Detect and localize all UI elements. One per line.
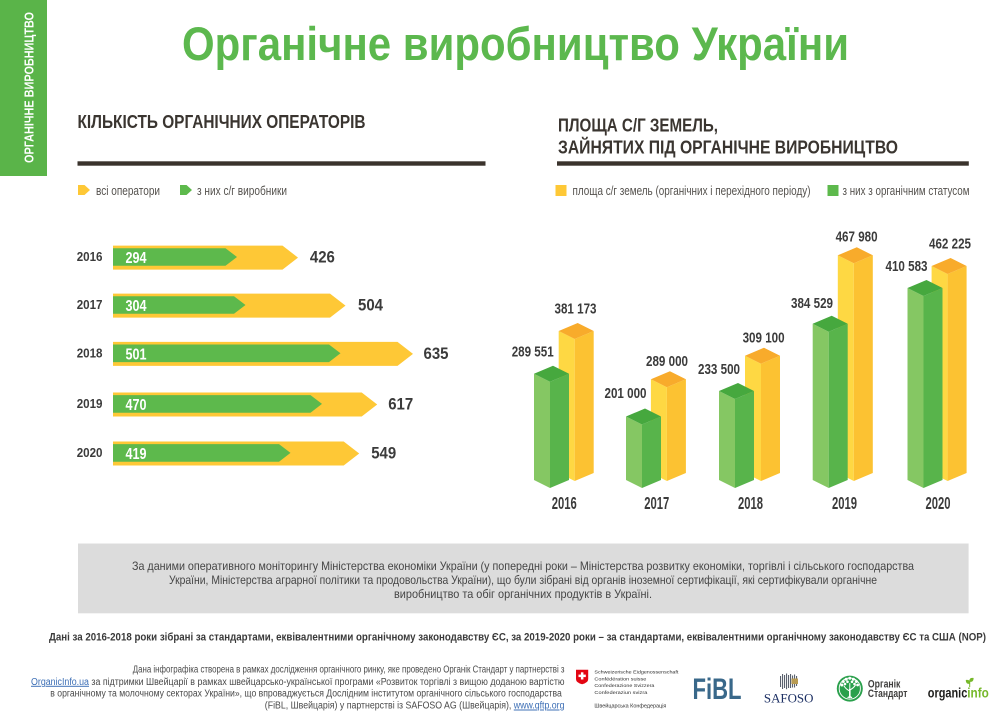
svg-text:467 980: 467 980 [836,229,878,246]
svg-text:617: 617 [388,394,413,413]
svg-text:549: 549 [371,443,396,462]
svg-text:OrganicInfo.ua за підтримки Шв: OrganicInfo.ua за підтримки Швейцарії в … [31,677,565,688]
svg-text:ОРГАНІЧНЕ ВИРОБНИЦТВО: ОРГАНІЧНЕ ВИРОБНИЦТВО [23,12,37,163]
svg-text:419: 419 [126,446,147,463]
svg-text:виробництво та обіг органічних: виробництво та обіг органічних продуктів… [394,588,652,601]
svg-text:ЗАЙНЯТИХ ПІД ОРГАНІЧНЕ ВИРОБНИ: ЗАЙНЯТИХ ПІД ОРГАНІЧНЕ ВИРОБНИЦТВО [558,137,898,158]
svg-text:2019: 2019 [832,493,857,513]
svg-text:410 583: 410 583 [886,258,928,275]
svg-text:504: 504 [358,296,383,315]
svg-text:635: 635 [424,344,449,363]
svg-text:Дана інфографіка створена в ра: Дана інфографіка створена в рамках дослі… [133,665,565,676]
svg-text:2018: 2018 [77,345,103,360]
svg-text:381 173: 381 173 [555,301,597,318]
svg-text:Органік: Органік [868,679,901,691]
svg-text:2017: 2017 [77,297,103,312]
svg-text:304: 304 [126,298,147,315]
svg-text:233 500: 233 500 [698,361,740,378]
svg-text:organicinfo: organicinfo [928,686,989,702]
svg-text:в органічному та молочному сек: в органічному та молочному секторах Укра… [50,689,562,700]
svg-text:площа с/г земель (органічних і: площа с/г земель (органічних і перехідно… [573,183,811,198]
svg-text:2016: 2016 [77,249,103,264]
svg-text:2017: 2017 [644,493,669,513]
svg-text:FiBL: FiBL [693,673,742,706]
svg-text:201 000: 201 000 [605,385,647,402]
svg-text:294: 294 [126,250,147,267]
svg-text:ПЛОЩА С/Г ЗЕМЕЛЬ,: ПЛОЩА С/Г ЗЕМЕЛЬ, [558,116,718,136]
svg-text:Стандарт: Стандарт [868,688,908,700]
svg-text:426: 426 [310,248,335,267]
svg-text:289 000: 289 000 [646,353,688,370]
svg-text:289 551: 289 551 [512,343,554,360]
svg-text:2018: 2018 [738,493,763,513]
svg-text:SAFOSO: SAFOSO [764,692,814,706]
svg-text:України, Міністерства аграрної: України, Міністерства аграрної політики … [169,574,877,587]
svg-text:Schweizerische Eidgenossenscha: Schweizerische Eidgenossenschaft [594,670,679,675]
svg-text:501: 501 [126,346,147,363]
svg-text:з них с/г виробники: з них с/г виробники [197,183,287,198]
svg-text:Confederazione Svizzera: Confederazione Svizzera [594,683,655,688]
svg-text:(FiBL, Швейцарія) у партнерств: (FiBL, Швейцарія) у партнерстві із SAFOS… [265,701,565,712]
svg-text:2020: 2020 [926,493,951,513]
svg-text:2016: 2016 [552,493,577,513]
svg-text:Дані за 2016-2018 роки зібрані: Дані за 2016-2018 роки зібрані за станда… [49,632,986,644]
svg-text:Confédération suisse: Confédération suisse [594,676,647,681]
svg-text:470: 470 [126,397,147,414]
svg-text:Confederaziun svizra: Confederaziun svizra [594,690,648,695]
svg-text:Швейцарська Конфедерація: Швейцарська Конфедерація [594,703,666,710]
svg-text:2020: 2020 [77,445,103,460]
svg-text:2019: 2019 [77,396,103,411]
svg-text:462 225: 462 225 [929,235,971,252]
svg-text:з них з органічним статусом: з них з органічним статусом [843,183,970,198]
svg-text:Органічне виробництво України: Органічне виробництво України [182,18,849,71]
svg-text:всі оператори: всі оператори [96,183,160,198]
svg-text:КІЛЬКІСТЬ ОРГАНІЧНИХ ОПЕРАТОРІ: КІЛЬКІСТЬ ОРГАНІЧНИХ ОПЕРАТОРІВ [78,112,366,132]
svg-text:309 100: 309 100 [743,329,785,346]
svg-text:384 529: 384 529 [791,295,833,312]
svg-text:За даними оперативного монітор: За даними оперативного моніторингу Мініс… [132,560,915,573]
